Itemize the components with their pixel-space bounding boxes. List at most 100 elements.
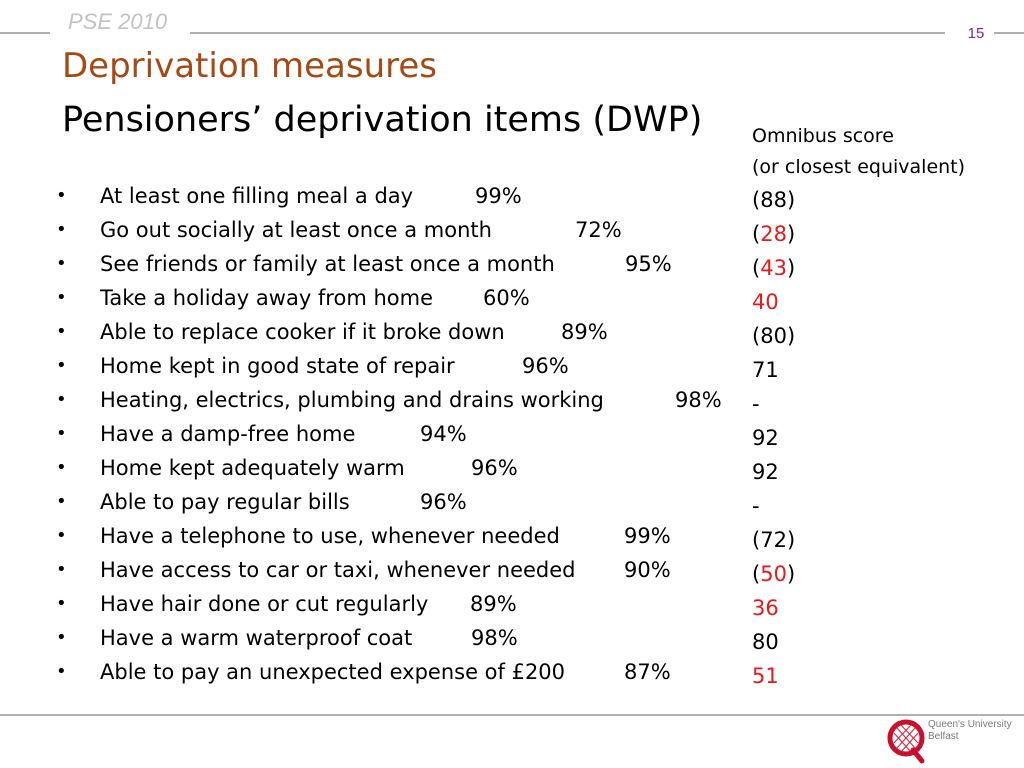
item-label: Have a warm waterproof coat [100, 626, 413, 650]
bullet-icon: • [56, 253, 67, 274]
header-rule-right [994, 32, 1024, 34]
omnibus-heading: Omnibus score [752, 125, 894, 147]
item-percent: 96% [420, 490, 467, 514]
item-label: At least one filling meal a day [100, 184, 414, 208]
omnibus-score: 51 [752, 659, 795, 693]
item-percent: 99% [475, 184, 522, 208]
bullet-icon: • [56, 423, 67, 444]
bullet-icon: • [56, 559, 67, 580]
score-open-paren: ( [752, 256, 761, 280]
item-percent: 87% [624, 660, 671, 684]
score-value: 72 [760, 528, 787, 552]
omnibus-score: 40 [752, 285, 795, 319]
score-value: 88 [760, 188, 787, 212]
score-open-paren: ( [752, 324, 761, 348]
item-label: Heating, electrics, plumbing and drains … [100, 388, 604, 412]
score-close-paren: ) [786, 256, 796, 280]
bullet-icon: • [56, 627, 67, 648]
omnibus-score: 71 [752, 353, 795, 387]
score-value: 80 [760, 324, 787, 348]
slide-title: Deprivation measures [62, 46, 437, 86]
queens-university-crest-icon [887, 719, 925, 764]
header-rule-left [0, 32, 50, 34]
score-value: 80 [752, 630, 779, 654]
omnibus-score-panel: Omnibus score (or closest equivalent) (8… [752, 121, 1022, 688]
bullet-icon: • [56, 287, 67, 308]
omnibus-score: 36 [752, 591, 795, 625]
score-value: 92 [752, 426, 779, 450]
item-label: Have access to car or taxi, whenever nee… [100, 558, 576, 582]
score-value: 36 [752, 596, 779, 620]
bullet-icon: • [56, 389, 67, 410]
score-close-paren: ) [786, 188, 796, 212]
logo-text-line1: Queen's University [928, 719, 1012, 730]
omnibus-score-list: (88) (28) (43) 40 (80) 71 - 92 92 - (72)… [752, 183, 795, 693]
omnibus-score: (43) [752, 251, 795, 285]
item-percent: 98% [471, 626, 518, 650]
score-value: - [752, 392, 760, 416]
footer-rule [0, 714, 1024, 716]
score-close-paren: ) [786, 528, 796, 552]
bullet-icon: • [56, 185, 67, 206]
score-close-paren: ) [786, 324, 796, 348]
item-label: Able to pay regular bills [100, 490, 350, 514]
item-label: Take a holiday away from home [100, 286, 433, 310]
score-value: 71 [752, 358, 779, 382]
item-label: Have a damp-free home [100, 422, 356, 446]
omnibus-score: - [752, 387, 795, 421]
omnibus-score: 80 [752, 625, 795, 659]
item-percent: 94% [420, 422, 467, 446]
item-percent: 99% [624, 524, 671, 548]
omnibus-score: 92 [752, 421, 795, 455]
item-percent: 98% [675, 388, 722, 412]
item-label: Home kept in good state of repair [100, 354, 455, 378]
item-label: Go out socially at least once a month [100, 218, 492, 242]
item-percent: 60% [483, 286, 530, 310]
item-label: See friends or family at least once a mo… [100, 252, 555, 276]
score-value: 43 [760, 256, 787, 280]
slide-number: 15 [967, 25, 985, 42]
omnibus-score: - [752, 489, 795, 523]
item-percent: 89% [470, 592, 517, 616]
bullet-icon: • [56, 593, 67, 614]
bullet-icon: • [56, 661, 67, 682]
omnibus-subheading: (or closest equivalent) [752, 156, 966, 178]
university-logo: Queen's University Belfast [886, 716, 1016, 766]
score-value: 50 [760, 562, 787, 586]
item-label: Have hair done or cut regularly [100, 592, 429, 616]
header-rule [190, 32, 945, 34]
score-value: 92 [752, 460, 779, 484]
bullet-icon: • [56, 457, 67, 478]
item-label: Have a telephone to use, whenever needed [100, 524, 560, 548]
bullet-icon: • [56, 355, 67, 376]
score-close-paren: ) [786, 222, 796, 246]
item-label: Able to pay an unexpected expense of £20… [100, 660, 566, 684]
item-percent: 96% [522, 354, 569, 378]
score-value: - [752, 494, 760, 518]
score-open-paren: ( [752, 222, 761, 246]
score-value: 51 [752, 664, 779, 688]
omnibus-score: (28) [752, 217, 795, 251]
omnibus-score: 92 [752, 455, 795, 489]
omnibus-score: (50) [752, 557, 795, 591]
logo-text-line2: Belfast [928, 731, 959, 742]
item-percent: 95% [625, 252, 672, 276]
bullet-icon: • [56, 219, 67, 240]
omnibus-score: (80) [752, 319, 795, 353]
score-value: 28 [760, 222, 787, 246]
score-close-paren: ) [786, 562, 796, 586]
item-label: Able to replace cooker if it broke down [100, 320, 505, 344]
score-open-paren: ( [752, 188, 761, 212]
bullet-icon: • [56, 525, 67, 546]
score-open-paren: ( [752, 562, 761, 586]
item-percent: 72% [575, 218, 622, 242]
header-label: PSE 2010 [68, 9, 168, 34]
item-percent: 90% [624, 558, 671, 582]
bullet-icon: • [56, 321, 67, 342]
item-percent: 96% [471, 456, 518, 480]
item-percent: 89% [561, 320, 608, 344]
item-label: Home kept adequately warm [100, 456, 405, 480]
bullet-icon: • [56, 491, 67, 512]
omnibus-score: (88) [752, 183, 795, 217]
slide-subtitle: Pensioners’ deprivation items (DWP) [62, 100, 703, 140]
